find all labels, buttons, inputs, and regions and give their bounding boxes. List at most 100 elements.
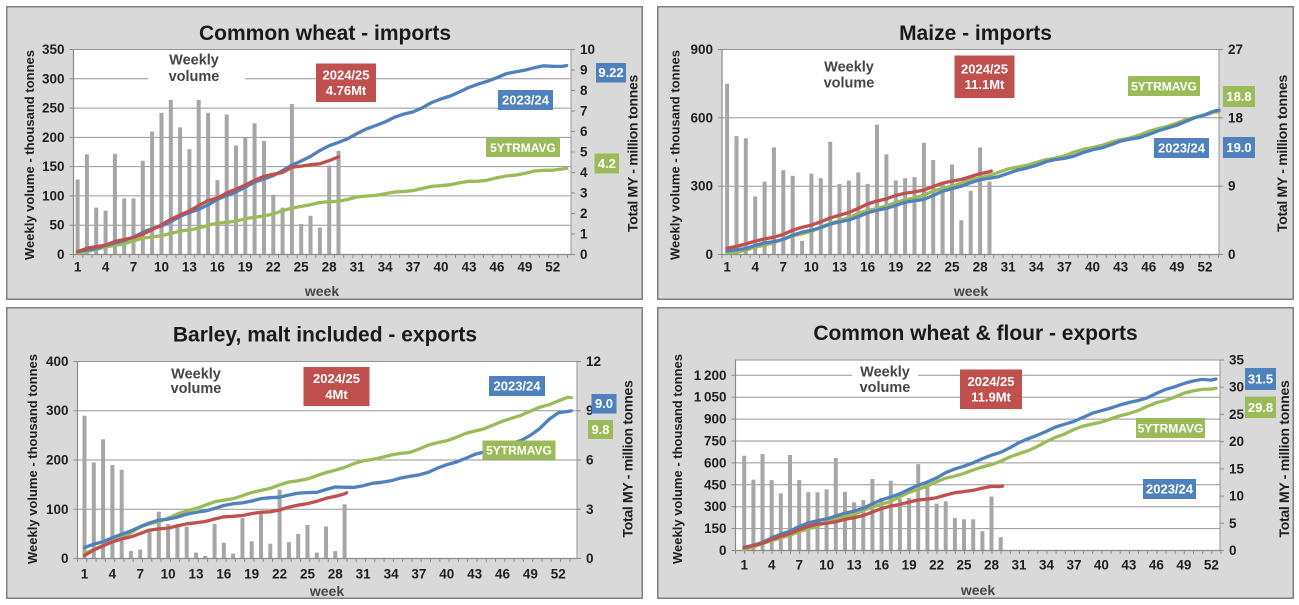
svg-text:34: 34 [378,260,394,275]
svg-text:9.0: 9.0 [595,396,613,411]
svg-text:Weekly: Weekly [860,365,910,381]
svg-text:46: 46 [1149,558,1165,573]
svg-text:7: 7 [136,567,144,582]
svg-text:600: 600 [704,455,727,470]
svg-text:Weekly volume - thousand tonne: Weekly volume - thousand tonnes [670,354,685,564]
svg-text:34: 34 [1029,260,1045,275]
svg-text:37: 37 [1057,260,1072,275]
svg-text:0: 0 [1228,247,1236,262]
svg-text:Weekly volume - thousand tonne: Weekly volume - thousand tonnes [668,50,683,260]
svg-text:0: 0 [580,247,588,262]
svg-text:week: week [309,583,344,599]
svg-text:Weekly: Weekly [171,367,221,383]
svg-text:150: 150 [42,159,65,174]
svg-text:2023/24: 2023/24 [1158,141,1206,156]
svg-text:Weekly: Weekly [169,53,219,69]
svg-text:28: 28 [328,567,344,582]
svg-text:3: 3 [586,502,594,517]
svg-text:9.8: 9.8 [591,422,609,437]
svg-text:11.9Mt: 11.9Mt [971,390,1011,405]
svg-text:40: 40 [433,260,448,275]
svg-text:13: 13 [188,567,204,582]
svg-text:volume: volume [824,76,875,92]
svg-text:40: 40 [1085,260,1100,275]
svg-text:52: 52 [551,567,566,582]
svg-text:900: 900 [690,42,713,57]
svg-text:5YTRMAVG: 5YTRMAVG [486,444,552,458]
svg-text:0: 0 [705,247,713,262]
svg-text:4: 4 [102,260,110,275]
svg-text:43: 43 [467,567,483,582]
svg-text:250: 250 [42,101,65,116]
svg-text:34: 34 [384,567,400,582]
svg-text:49: 49 [1169,260,1184,275]
svg-text:4.2: 4.2 [598,156,616,171]
svg-text:Barley, malt included - export: Barley, malt included - exports [173,324,477,347]
svg-text:150: 150 [704,521,727,536]
svg-text:600: 600 [690,110,713,125]
svg-text:10: 10 [580,42,595,57]
svg-text:volume: volume [171,381,222,397]
svg-text:750: 750 [704,434,727,449]
svg-text:6: 6 [580,124,588,139]
svg-text:2023/24: 2023/24 [1146,482,1194,497]
svg-text:37: 37 [411,567,426,582]
svg-text:22: 22 [916,260,931,275]
svg-text:week: week [953,283,988,299]
svg-text:2024/25: 2024/25 [968,374,1015,389]
svg-text:31: 31 [356,567,372,582]
svg-text:300: 300 [704,499,727,514]
svg-text:25: 25 [300,567,316,582]
svg-text:5: 5 [580,145,588,160]
svg-text:100: 100 [46,502,69,517]
svg-text:50: 50 [49,218,64,233]
svg-text:19.0: 19.0 [1226,140,1251,155]
svg-text:7: 7 [130,260,138,275]
svg-text:300: 300 [46,403,69,418]
svg-text:4: 4 [768,558,776,573]
svg-text:19: 19 [238,260,253,275]
svg-text:2: 2 [580,206,588,221]
svg-text:200: 200 [42,130,65,145]
svg-text:25: 25 [944,260,960,275]
svg-text:10: 10 [154,260,169,275]
svg-text:0: 0 [719,543,727,558]
svg-text:6: 6 [586,453,594,468]
svg-text:7: 7 [795,558,803,573]
svg-text:5YTRMAVG: 5YTRMAVG [490,141,556,155]
svg-text:1 050: 1 050 [694,390,727,405]
svg-text:18.8: 18.8 [1226,89,1251,104]
svg-text:1: 1 [74,260,82,275]
svg-text:5YTRMAVG: 5YTRMAVG [1138,422,1204,436]
svg-text:300: 300 [42,71,65,86]
svg-text:16: 16 [860,260,876,275]
svg-text:19: 19 [244,567,259,582]
svg-text:Common wheat - imports: Common wheat - imports [199,22,451,45]
svg-text:8: 8 [580,83,588,98]
svg-text:7: 7 [580,104,588,119]
svg-text:4Mt: 4Mt [325,387,348,402]
svg-text:22: 22 [929,558,944,573]
svg-text:7: 7 [780,260,788,275]
svg-text:450: 450 [704,477,727,492]
svg-text:31.5: 31.5 [1248,372,1273,387]
svg-text:52: 52 [1197,260,1212,275]
svg-text:43: 43 [1121,558,1137,573]
svg-text:46: 46 [1141,260,1157,275]
svg-text:200: 200 [46,453,69,468]
svg-text:Total MY - million tonnes: Total MY - million tonnes [620,380,636,537]
svg-text:10: 10 [819,558,834,573]
svg-text:46: 46 [495,567,511,582]
svg-text:Weekly volume - thousand tonne: Weekly volume - thousand tonnes [22,50,37,260]
svg-text:volume: volume [860,380,911,396]
svg-text:16: 16 [874,558,890,573]
svg-text:15: 15 [1229,461,1245,476]
svg-text:52: 52 [545,260,560,275]
svg-text:9.22: 9.22 [598,65,623,80]
svg-text:34: 34 [1039,558,1055,573]
svg-text:1: 1 [740,558,748,573]
svg-text:11.1Mt: 11.1Mt [965,77,1005,92]
svg-text:3: 3 [580,186,588,201]
svg-text:0: 0 [61,551,69,566]
svg-text:2024/25: 2024/25 [313,371,360,386]
